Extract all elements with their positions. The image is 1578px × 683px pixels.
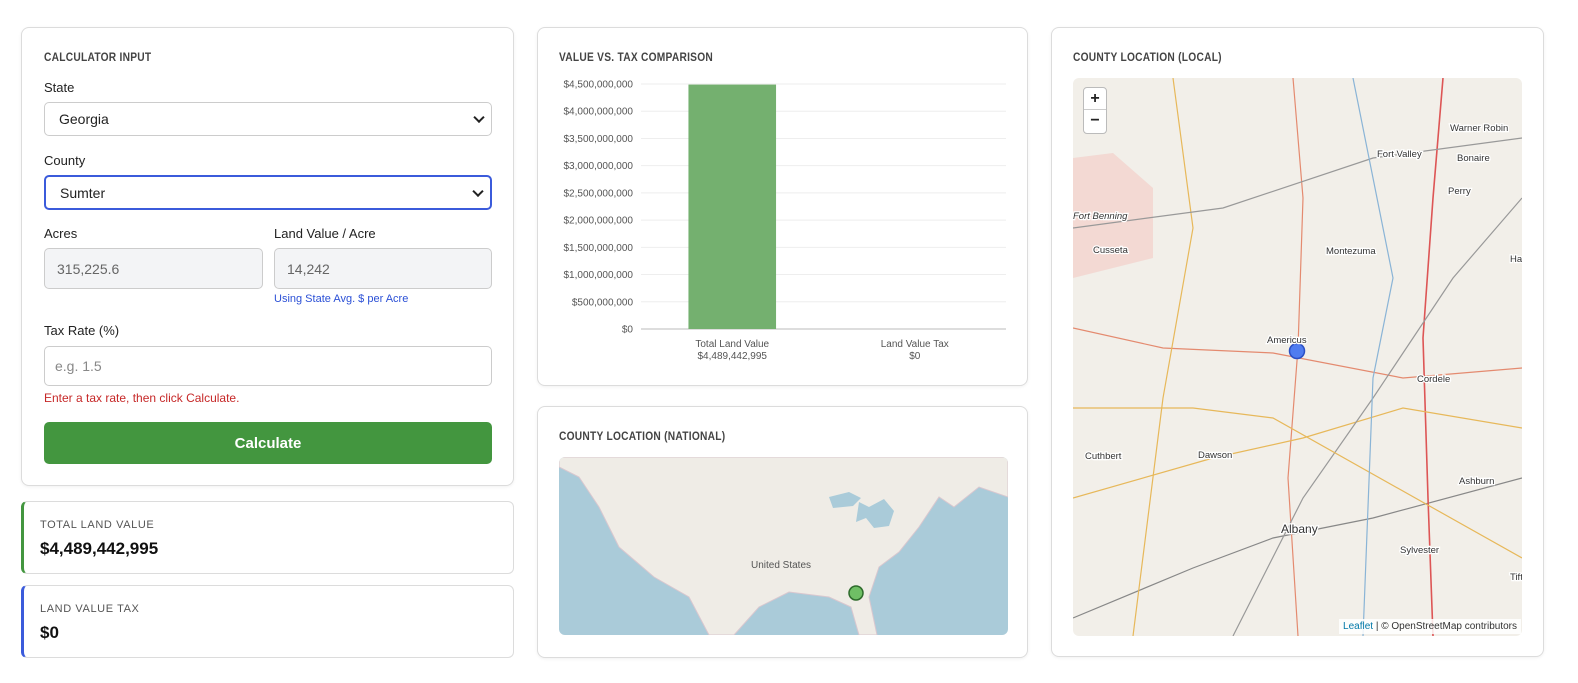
state-select[interactable]: Georgia [44, 102, 492, 136]
land-value-value: 14,242 [287, 260, 330, 277]
tax-rate-input[interactable]: e.g. 1.5 [44, 346, 492, 386]
local-map-card: COUNTY LOCATION (LOCAL) Warner Robin Fort… [1051, 27, 1544, 657]
place-label: Warner Robin [1450, 123, 1508, 134]
place-label: Cordele [1417, 374, 1450, 385]
result-value: $0 [40, 623, 59, 642]
y-tick-label: $4,000,000,000 [563, 107, 633, 118]
value-label: $4,489,442,995 [697, 351, 767, 362]
local-map: Warner Robin Fort Valley Bonaire Perry Fort … [1073, 78, 1522, 636]
x-tick-label: Total Land Value [695, 339, 769, 350]
place-label: Dawson [1198, 450, 1232, 461]
result-label: LAND VALUE TAX [40, 603, 140, 615]
land-value-input[interactable]: 14,242 [274, 248, 492, 289]
y-tick-label: $3,000,000,000 [563, 161, 633, 172]
value-label: $0 [909, 351, 921, 362]
national-map: United States [559, 457, 1008, 635]
country-label: United States [751, 560, 811, 571]
county-select[interactable]: Sumter [44, 175, 492, 210]
place-label: Fort Benning [1073, 211, 1128, 222]
place-label: Sylvester [1400, 545, 1439, 556]
card-title: COUNTY LOCATION (LOCAL) [1073, 50, 1222, 64]
county-value: Sumter [60, 184, 106, 201]
tax-rate-placeholder: e.g. 1.5 [55, 358, 102, 374]
acres-label: Acres [44, 226, 78, 241]
land-value-label: Land Value / Acre [274, 226, 376, 241]
calculator-card: CALCULATOR INPUT State Georgia County Su… [21, 27, 514, 486]
y-tick-label: $500,000,000 [572, 297, 634, 308]
place-label: Tift [1510, 572, 1522, 583]
y-tick-label: $4,500,000,000 [563, 80, 633, 91]
land [559, 457, 1008, 635]
chart: $0 $500,000,000 $1,000,000,000 $1,500,000,0… [563, 80, 1006, 362]
chart-card: VALUE VS. TAX COMPARISON $0 $500,000,000 $… [537, 27, 1028, 386]
place-label: Ashburn [1459, 476, 1494, 487]
card-title: COUNTY LOCATION (NATIONAL) [559, 429, 726, 443]
place-label: Americus [1267, 335, 1307, 346]
place-label: Perry [1448, 186, 1471, 197]
result-card: TOTAL LAND VALUE $4,489,442,995 [21, 501, 514, 574]
zoom-control: + − [1083, 87, 1107, 134]
calculate-button[interactable]: Calculate [44, 422, 492, 464]
y-tick-label: $1,500,000,000 [563, 243, 633, 254]
county-marker[interactable] [1288, 342, 1306, 360]
y-tick-label: $2,500,000,000 [563, 188, 633, 199]
county-marker[interactable] [848, 585, 864, 601]
acres-input[interactable]: 315,225.6 [44, 248, 263, 289]
place-label: Bonaire [1457, 153, 1490, 164]
result-value: $4,489,442,995 [40, 539, 159, 558]
place-label: Fort Valley [1377, 149, 1422, 160]
attribution: Leaflet | © OpenStreetMap contributors [1339, 619, 1521, 634]
button-label: Calculate [234, 434, 302, 452]
tax-rate-label: Tax Rate (%) [44, 323, 120, 338]
land-value-hint: Using State Avg. $ per Acre [274, 293, 409, 305]
place-label: Cusseta [1093, 245, 1129, 256]
acres-value: 315,225.6 [57, 260, 120, 277]
result-card: LAND VALUE TAX $0 [21, 585, 514, 658]
lakes [829, 492, 894, 528]
x-tick-label: Land Value Tax [881, 339, 949, 350]
state-label: State [44, 80, 75, 95]
state-value: Georgia [59, 111, 109, 127]
place-label: Montezuma [1326, 246, 1376, 257]
y-tick-label: $2,000,000,000 [563, 216, 633, 227]
attribution-text: | © OpenStreetMap contributors [1375, 621, 1517, 632]
zoom-out[interactable]: − [1090, 112, 1100, 129]
y-tick-label: $0 [622, 325, 634, 336]
card-title: CALCULATOR INPUT [44, 50, 152, 64]
place-label: Ha [1510, 254, 1522, 265]
military-area [1073, 153, 1153, 278]
attribution-link[interactable]: Leaflet [1343, 621, 1374, 632]
y-tick-label: $3,500,000,000 [563, 134, 633, 145]
chart-title: VALUE VS. TAX COMPARISON [559, 50, 714, 64]
y-tick-label: $1,000,000,000 [563, 270, 633, 281]
error-message: Enter a tax rate, then click Calculate. [44, 391, 240, 405]
zoom-in[interactable]: + [1084, 88, 1106, 110]
county-label: County [44, 153, 86, 168]
bar [688, 84, 777, 329]
place-label: Cuthbert [1085, 451, 1122, 462]
result-label: TOTAL LAND VALUE [40, 519, 155, 531]
national-map-card: COUNTY LOCATION (NATIONAL) United States [537, 406, 1028, 658]
place-label: Albany [1281, 522, 1318, 536]
